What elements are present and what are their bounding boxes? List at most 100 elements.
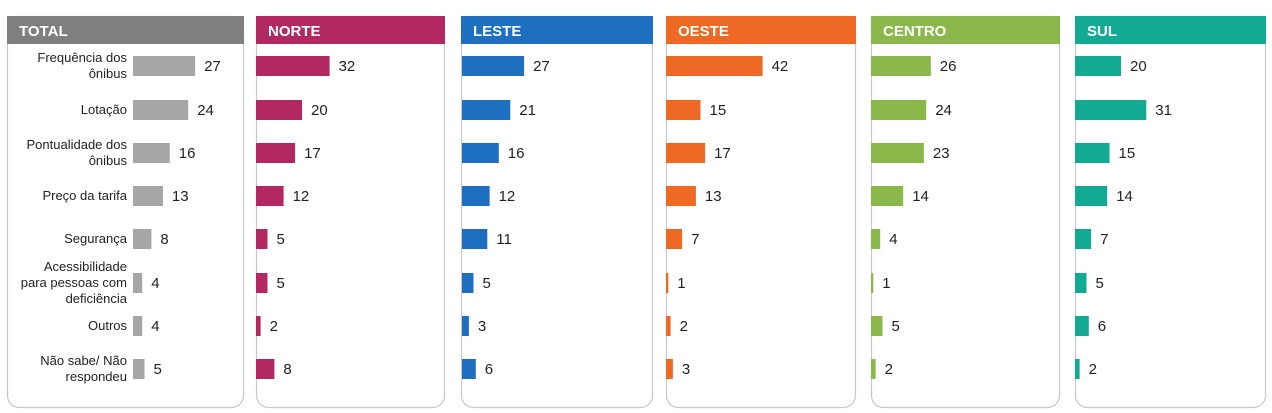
bar-total-frequencia-dos xyxy=(133,56,196,76)
value-label-leste-seguranca: 11 xyxy=(496,231,512,248)
bar-total-preco-da-tarifa xyxy=(133,186,163,206)
bar-leste-outros xyxy=(462,316,469,336)
value-label-total-frequencia-dos: 27 xyxy=(204,58,221,75)
value-label-centro-frequencia-dos: 26 xyxy=(940,58,957,75)
panel-header-centro xyxy=(871,16,1060,44)
bar-total-seguranca xyxy=(133,229,152,249)
bar-centro-pontualidade-dos xyxy=(871,143,924,163)
bar-sul-outros xyxy=(1075,316,1089,336)
value-label-oeste-pontualidade-dos: 17 xyxy=(714,145,731,162)
value-label-sul-nao-sabe-nao: 2 xyxy=(1089,361,1097,378)
value-label-total-preco-da-tarifa: 13 xyxy=(172,188,189,205)
value-label-norte-preco-da-tarifa: 12 xyxy=(293,188,310,205)
panel-sul: SUL 20 31 15 14 7 5 6 2 xyxy=(1074,15,1267,409)
bar-norte-nao-sabe-nao xyxy=(256,359,275,379)
value-label-norte-outros: 2 xyxy=(270,318,278,335)
bar-norte-frequencia-dos xyxy=(256,56,330,76)
panel-title-total: TOTAL xyxy=(19,23,68,40)
panel-header-sul xyxy=(1075,16,1266,44)
bar-leste-lotacao xyxy=(462,100,511,120)
bar-leste-preco-da-tarifa xyxy=(462,186,490,206)
bar-centro-lotacao xyxy=(871,100,927,120)
bar-norte-outros xyxy=(256,316,261,336)
value-label-leste-frequencia-dos: 27 xyxy=(533,58,550,75)
value-label-leste-outros: 3 xyxy=(478,318,486,335)
bar-leste-frequencia-dos xyxy=(462,56,525,76)
value-label-centro-outros: 5 xyxy=(892,318,900,335)
bar-sul-acessibilidade xyxy=(1075,273,1087,293)
value-label-oeste-acessibilidade: 1 xyxy=(677,275,685,292)
panel-title-oeste: OESTE xyxy=(678,23,729,40)
value-label-oeste-lotacao: 15 xyxy=(710,102,727,119)
panel-title-sul: SUL xyxy=(1087,23,1117,40)
category-label-nao-sabe-nao: Não sabe/ Não respondeu xyxy=(40,353,127,384)
bar-centro-seguranca xyxy=(871,229,881,249)
category-label-pontualidade-dos: Pontualidade dos ônibus xyxy=(27,137,128,168)
bar-total-pontualidade-dos xyxy=(133,143,170,163)
value-label-leste-acessibilidade: 5 xyxy=(483,275,491,292)
panel-title-centro: CENTRO xyxy=(883,23,947,40)
value-label-oeste-preco-da-tarifa: 13 xyxy=(705,188,722,205)
value-label-sul-preco-da-tarifa: 14 xyxy=(1116,188,1133,205)
value-label-oeste-nao-sabe-nao: 3 xyxy=(682,361,690,378)
bar-leste-acessibilidade xyxy=(462,273,474,293)
category-label-outros: Outros xyxy=(88,318,128,333)
value-label-sul-lotacao: 31 xyxy=(1155,102,1172,119)
value-label-sul-outros: 6 xyxy=(1098,318,1106,335)
bar-norte-seguranca xyxy=(256,229,268,249)
panel-norte: NORTE 32 20 17 12 5 5 2 8 xyxy=(255,15,446,409)
category-label-acessibilidade: Acessibilidade para pessoas com deficiênci… xyxy=(21,259,128,306)
category-label-frequencia-dos: Frequência dos ônibus xyxy=(37,50,127,81)
bar-oeste-pontualidade-dos xyxy=(666,143,706,163)
bar-sul-seguranca xyxy=(1075,229,1092,249)
value-label-leste-pontualidade-dos: 16 xyxy=(508,145,525,162)
value-label-total-pontualidade-dos: 16 xyxy=(179,145,196,162)
bar-norte-pontualidade-dos xyxy=(256,143,296,163)
bar-oeste-preco-da-tarifa xyxy=(666,186,696,206)
value-label-norte-frequencia-dos: 32 xyxy=(339,58,356,75)
value-label-centro-pontualidade-dos: 23 xyxy=(933,145,950,162)
bar-oeste-acessibilidade xyxy=(666,273,669,293)
panel-header-leste xyxy=(461,16,653,44)
value-label-leste-preco-da-tarifa: 12 xyxy=(499,188,516,205)
bar-norte-lotacao xyxy=(256,100,302,120)
panel-leste: LESTE 27 21 16 12 11 5 3 6 xyxy=(460,15,654,409)
value-label-centro-acessibilidade: 1 xyxy=(882,275,890,292)
panel-title-leste: LESTE xyxy=(473,23,521,40)
bar-sul-frequencia-dos xyxy=(1075,56,1121,76)
value-label-norte-nao-sabe-nao: 8 xyxy=(283,361,291,378)
value-label-centro-preco-da-tarifa: 14 xyxy=(912,188,929,205)
value-label-norte-seguranca: 5 xyxy=(277,231,285,248)
value-label-oeste-outros: 2 xyxy=(680,318,688,335)
category-label-lotacao: Lotação xyxy=(81,102,127,117)
value-label-total-lotacao: 24 xyxy=(197,102,214,119)
panel-oeste: OESTE 42 15 17 13 7 1 2 3 xyxy=(665,15,857,409)
value-label-centro-nao-sabe-nao: 2 xyxy=(885,361,893,378)
panel-header-oeste xyxy=(666,16,856,44)
panel-title-norte: NORTE xyxy=(268,23,321,40)
value-label-sul-acessibilidade: 5 xyxy=(1096,275,1104,292)
value-label-oeste-seguranca: 7 xyxy=(691,231,699,248)
value-label-total-nao-sabe-nao: 5 xyxy=(154,361,162,378)
bar-total-outros xyxy=(133,316,143,336)
bar-oeste-nao-sabe-nao xyxy=(666,359,673,379)
bar-oeste-frequencia-dos xyxy=(666,56,763,76)
bar-total-lotacao xyxy=(133,100,189,120)
panel-header-total xyxy=(7,16,244,44)
bar-leste-nao-sabe-nao xyxy=(462,359,476,379)
category-labels: Frequência dos ônibus Lotação Pontualidade … xyxy=(21,50,128,384)
value-label-sul-seguranca: 7 xyxy=(1100,231,1108,248)
value-label-total-acessibilidade: 4 xyxy=(151,275,159,292)
bar-centro-acessibilidade xyxy=(871,273,874,293)
bar-norte-acessibilidade xyxy=(256,273,268,293)
bar-norte-preco-da-tarifa xyxy=(256,186,284,206)
value-label-norte-lotacao: 20 xyxy=(311,102,328,119)
bar-oeste-lotacao xyxy=(666,100,701,120)
value-label-sul-pontualidade-dos: 15 xyxy=(1119,145,1136,162)
bar-sul-preco-da-tarifa xyxy=(1075,186,1108,206)
value-label-norte-pontualidade-dos: 17 xyxy=(304,145,321,162)
value-label-sul-frequencia-dos: 20 xyxy=(1130,58,1147,75)
panel-centro: CENTRO 26 24 23 14 4 1 5 2 xyxy=(870,15,1061,409)
panel-total: TOTAL 27 24 16 13 8 4 4 5 xyxy=(6,15,245,409)
